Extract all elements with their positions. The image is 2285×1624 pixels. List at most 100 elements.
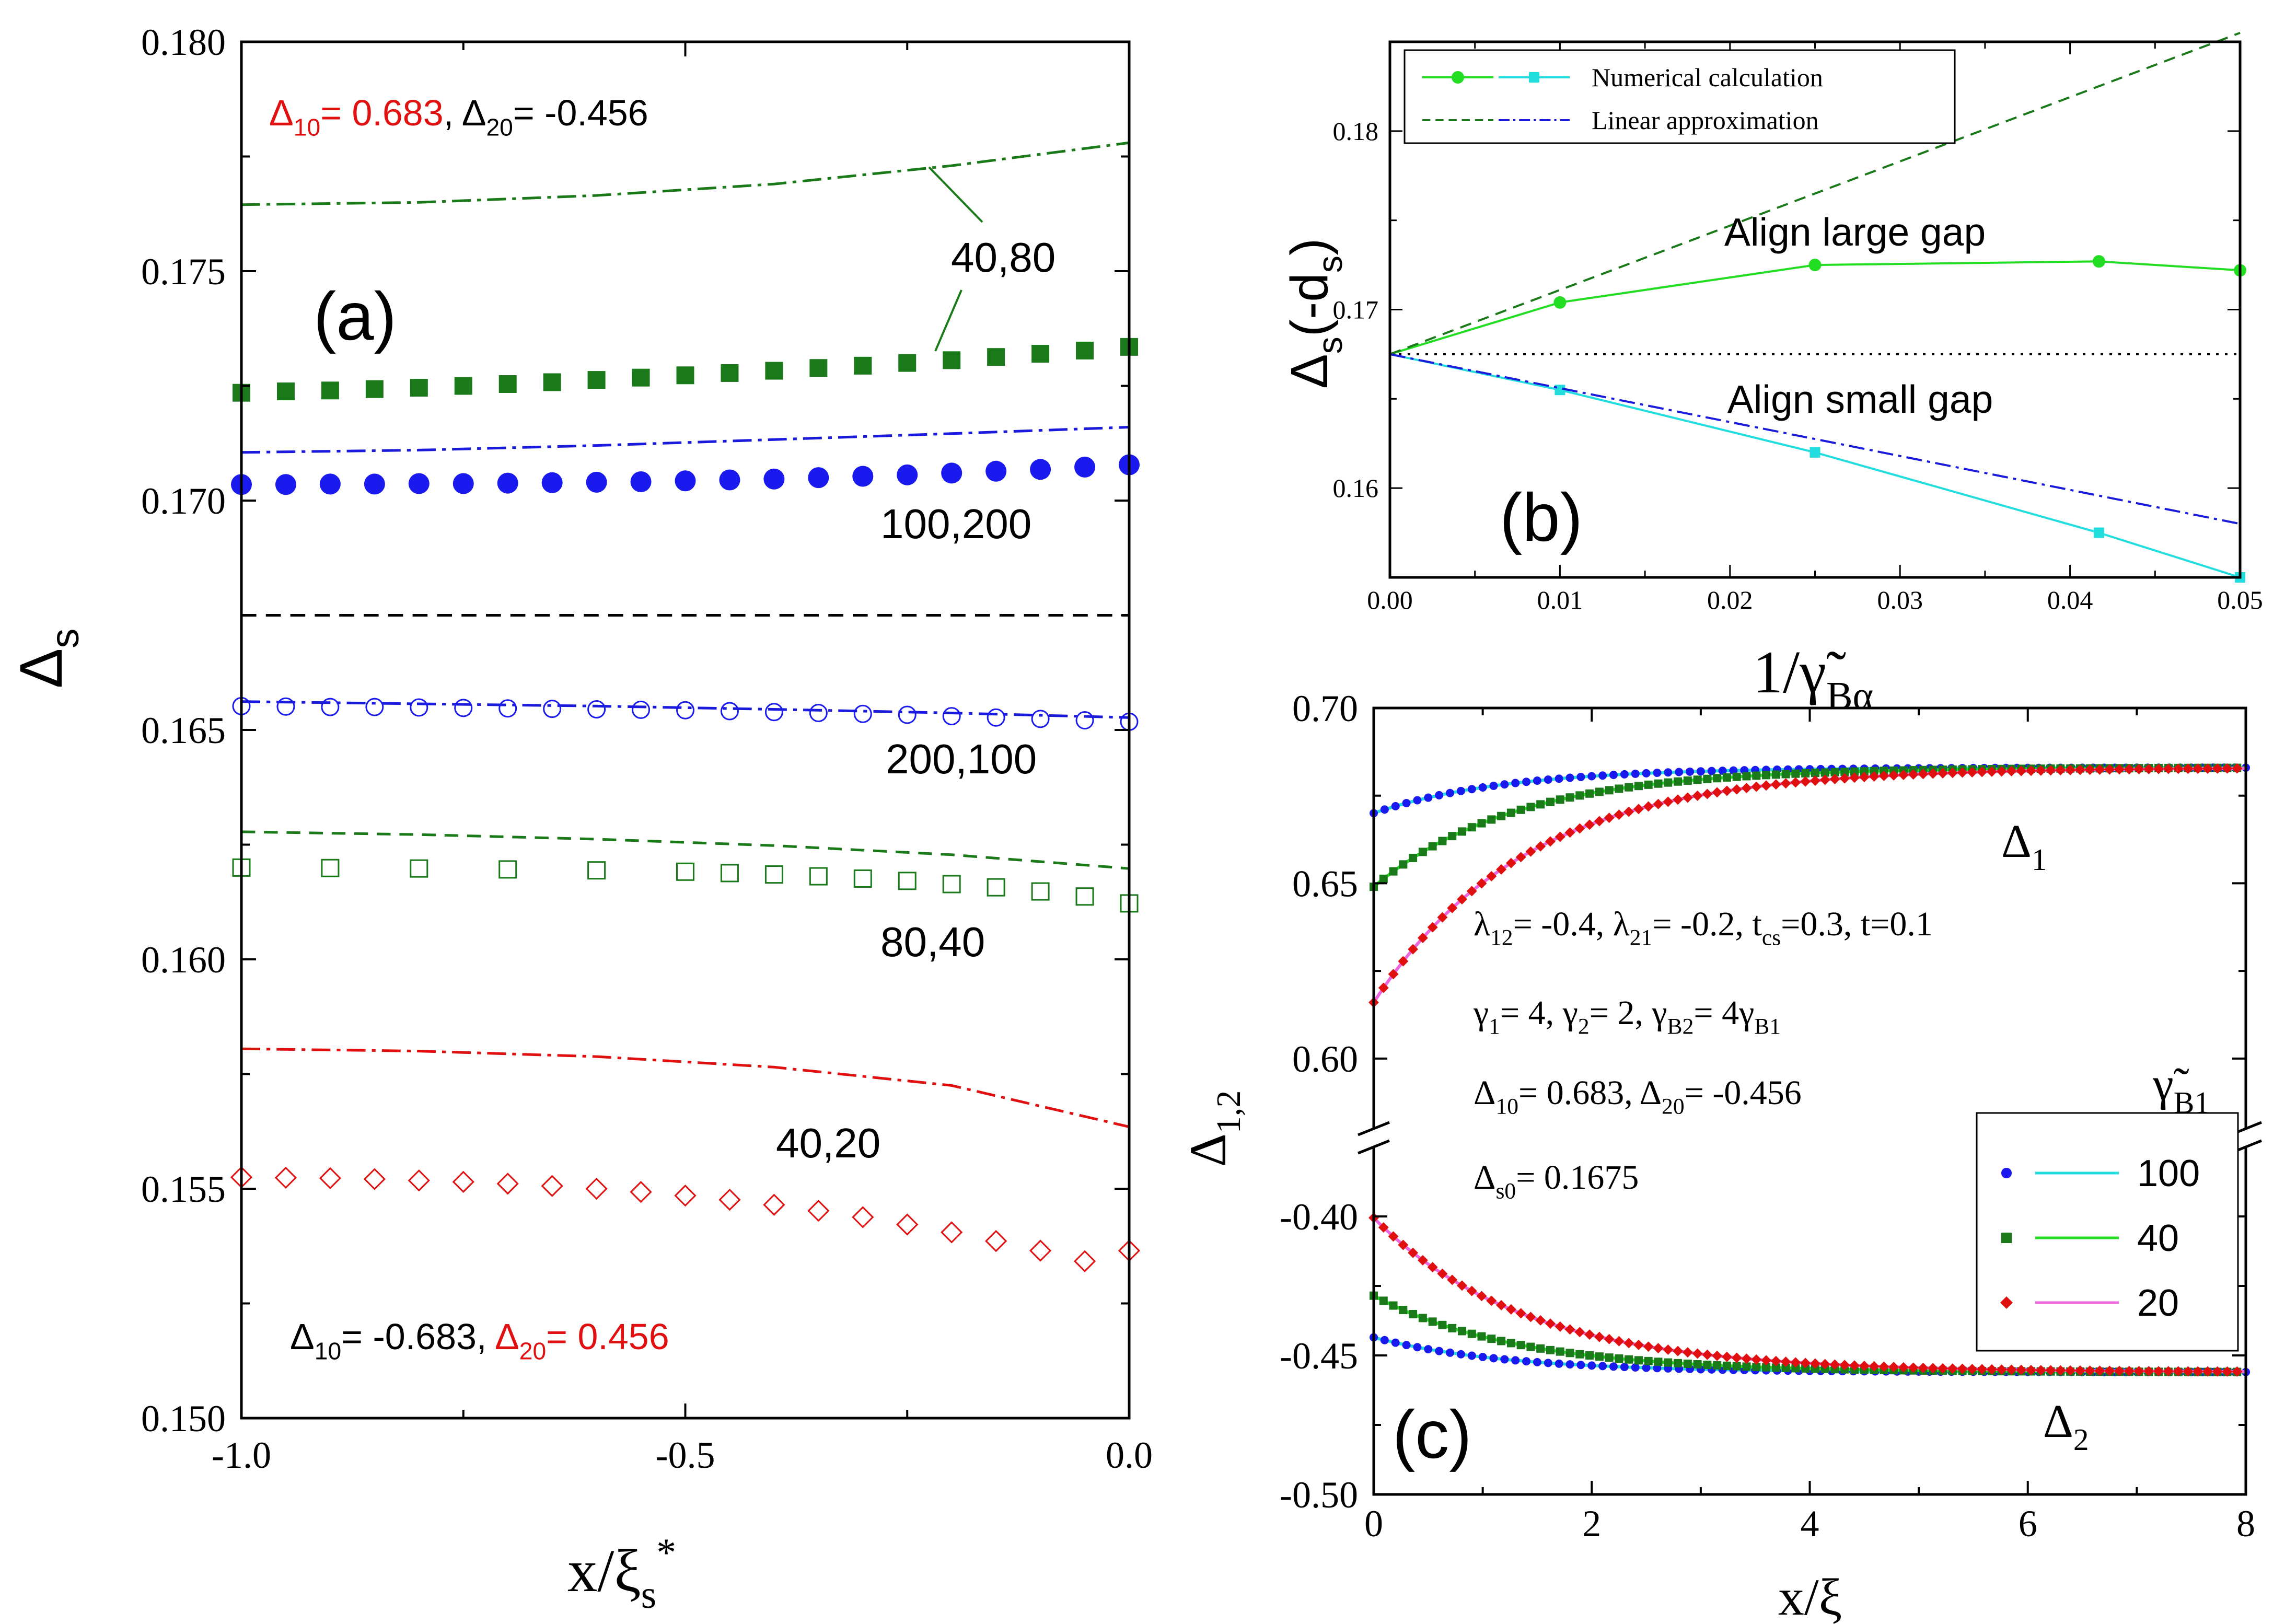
c-point-delta2-2 — [1535, 1315, 1546, 1326]
c-point-delta2-2 — [1829, 1359, 1840, 1370]
c-point-delta1-2 — [1751, 781, 1762, 792]
c-point-delta2-2 — [1663, 1344, 1674, 1355]
c-point-delta1-0 — [1642, 769, 1651, 778]
a-series-4 — [241, 700, 1130, 719]
c-point-delta1-0 — [1544, 775, 1552, 784]
c-point-delta1-2 — [2065, 764, 2076, 775]
a-point-7-3 — [498, 860, 517, 879]
a-point-1-4 — [410, 379, 428, 397]
c-point-delta1-1 — [1418, 848, 1427, 856]
a-point-3-12 — [763, 468, 785, 490]
c-point-delta1-1 — [1625, 783, 1633, 792]
a-xtick-label-1: -0.5 — [656, 1434, 715, 1476]
c-point-delta2-2 — [1957, 1363, 1968, 1374]
c-point-delta1-2 — [1535, 841, 1546, 852]
c-point-delta2-1 — [1752, 1363, 1761, 1372]
a-series-line-2 — [241, 426, 1130, 454]
c-point-delta2-0 — [1413, 1343, 1422, 1352]
c-point-delta1-1 — [1546, 797, 1555, 806]
c-point-delta1-2 — [1947, 768, 1958, 779]
c-line-delta1-2 — [1372, 767, 2246, 1004]
c-point-delta1-1 — [1752, 771, 1761, 780]
a-point-3-9 — [630, 471, 652, 493]
b-xtick-label-5: 0.05 — [2217, 585, 2263, 614]
a-point-5-13 — [809, 704, 828, 723]
c-point-delta1-1 — [1477, 819, 1486, 828]
c-point-delta1-2 — [1456, 894, 1467, 905]
c-point-delta2-1 — [1615, 1354, 1623, 1363]
c-point-delta2-0 — [1402, 1341, 1411, 1350]
c-point-delta2-1 — [1732, 1362, 1741, 1371]
a-annotation-bottom-part-5: 20 — [519, 1338, 546, 1365]
c-point-delta2-2 — [1555, 1321, 1565, 1332]
a-point-9-8 — [585, 1177, 608, 1200]
c-point-delta1-1 — [1428, 842, 1437, 851]
a-point-1-3 — [365, 380, 384, 398]
a-point-1-16 — [943, 351, 961, 369]
c-point-delta2-0 — [1598, 1362, 1607, 1371]
c-point-delta1-2 — [1682, 792, 1693, 803]
c-point-delta1-2 — [1584, 819, 1595, 830]
c-params-line-1-part-7: =0.3, t=0.1 — [1781, 905, 1933, 943]
c-delta1-label-part-1: 1 — [2032, 842, 2047, 877]
c-point-delta2-2 — [1427, 1262, 1438, 1273]
c-point-delta1-2 — [2045, 765, 2056, 776]
c-point-delta2-1 — [1664, 1358, 1673, 1367]
c-params-line-4: Δs0= 0.1675 — [1474, 1158, 1639, 1203]
c-point-delta1-2 — [1790, 777, 1801, 788]
c-point-delta2-2 — [1673, 1345, 1684, 1356]
b-ytick-label-1: 0.17 — [1333, 295, 1379, 324]
a-point-3-4 — [408, 473, 430, 494]
c-point-delta1-1 — [1683, 776, 1692, 785]
c-point-delta2-2 — [1476, 1291, 1487, 1302]
c-legend-label-0: 100 — [2137, 1153, 2200, 1194]
a-point-9-4 — [408, 1169, 430, 1192]
c-ytick-upper-label-2: 0.70 — [1292, 688, 1358, 729]
c-point-delta1-1 — [1762, 771, 1771, 780]
c-point-delta1-2 — [2026, 765, 2037, 776]
c-point-delta2-1 — [1722, 1361, 1731, 1370]
c-point-delta1-1 — [1771, 770, 1780, 779]
c-point-delta2-0 — [1391, 1338, 1400, 1347]
c-point-delta2-2 — [1947, 1363, 1958, 1374]
c-point-delta1-0 — [1675, 768, 1684, 776]
a-point-1-9 — [632, 368, 650, 387]
c-point-delta2-1 — [1409, 1310, 1418, 1319]
c-point-delta2-2 — [1898, 1362, 1909, 1373]
a-xtick-label-2: 0.0 — [1106, 1434, 1153, 1476]
c-point-delta2-0 — [1424, 1345, 1433, 1354]
c-point-delta1-2 — [1928, 768, 1939, 779]
c-point-delta1-2 — [1702, 788, 1713, 799]
c-point-delta1-2 — [2094, 764, 2105, 775]
c-point-delta1-2 — [1505, 857, 1516, 868]
c-point-delta1-0 — [1413, 796, 1422, 805]
c-point-delta1-0 — [1686, 767, 1695, 776]
c-params-line-3-part-3: Δ — [1640, 1074, 1662, 1112]
a-point-5-1 — [276, 697, 295, 716]
c-point-delta1-2 — [1398, 956, 1409, 967]
b-ytick-label-0: 0.16 — [1333, 473, 1379, 503]
c-point-delta1-1 — [1565, 793, 1574, 802]
c-point-delta1-0 — [1598, 771, 1607, 780]
c-point-delta1-1 — [1644, 780, 1653, 789]
c-point-delta2-2 — [1869, 1361, 1880, 1372]
b-legend-label-1: Linear approximation — [1592, 106, 1819, 135]
c-point-delta2-2 — [1574, 1327, 1585, 1338]
c-point-delta2-1 — [1693, 1360, 1702, 1369]
a-point-3-3 — [364, 473, 385, 495]
a-point-5-11 — [720, 702, 739, 721]
a-annotation-top-part-6: = -0.456 — [513, 92, 648, 133]
c-point-delta1-2 — [1898, 770, 1909, 781]
c-point-delta1-2 — [1938, 768, 1948, 779]
c-point-delta1-2 — [1996, 766, 2007, 777]
c-point-delta2-1 — [1487, 1335, 1496, 1343]
a-x-axis-label-part-1: s — [641, 1573, 657, 1617]
c-params-line-2: γ1= 4, γ2= 2, γB2= 4γB1 — [1473, 994, 1781, 1039]
c-point-delta2-2 — [1564, 1324, 1575, 1335]
c-params-line-1: λ12= -0.4, λ21= -0.2, tcs=0.3, t=0.1 — [1474, 905, 1933, 950]
c-point-delta1-0 — [1696, 767, 1705, 776]
c-point-delta2-1 — [1674, 1359, 1683, 1367]
c-point-delta2-2 — [2202, 1366, 2213, 1377]
c-params-line-3-part-0: Δ — [1474, 1074, 1495, 1112]
a-point-5-7 — [543, 700, 562, 718]
